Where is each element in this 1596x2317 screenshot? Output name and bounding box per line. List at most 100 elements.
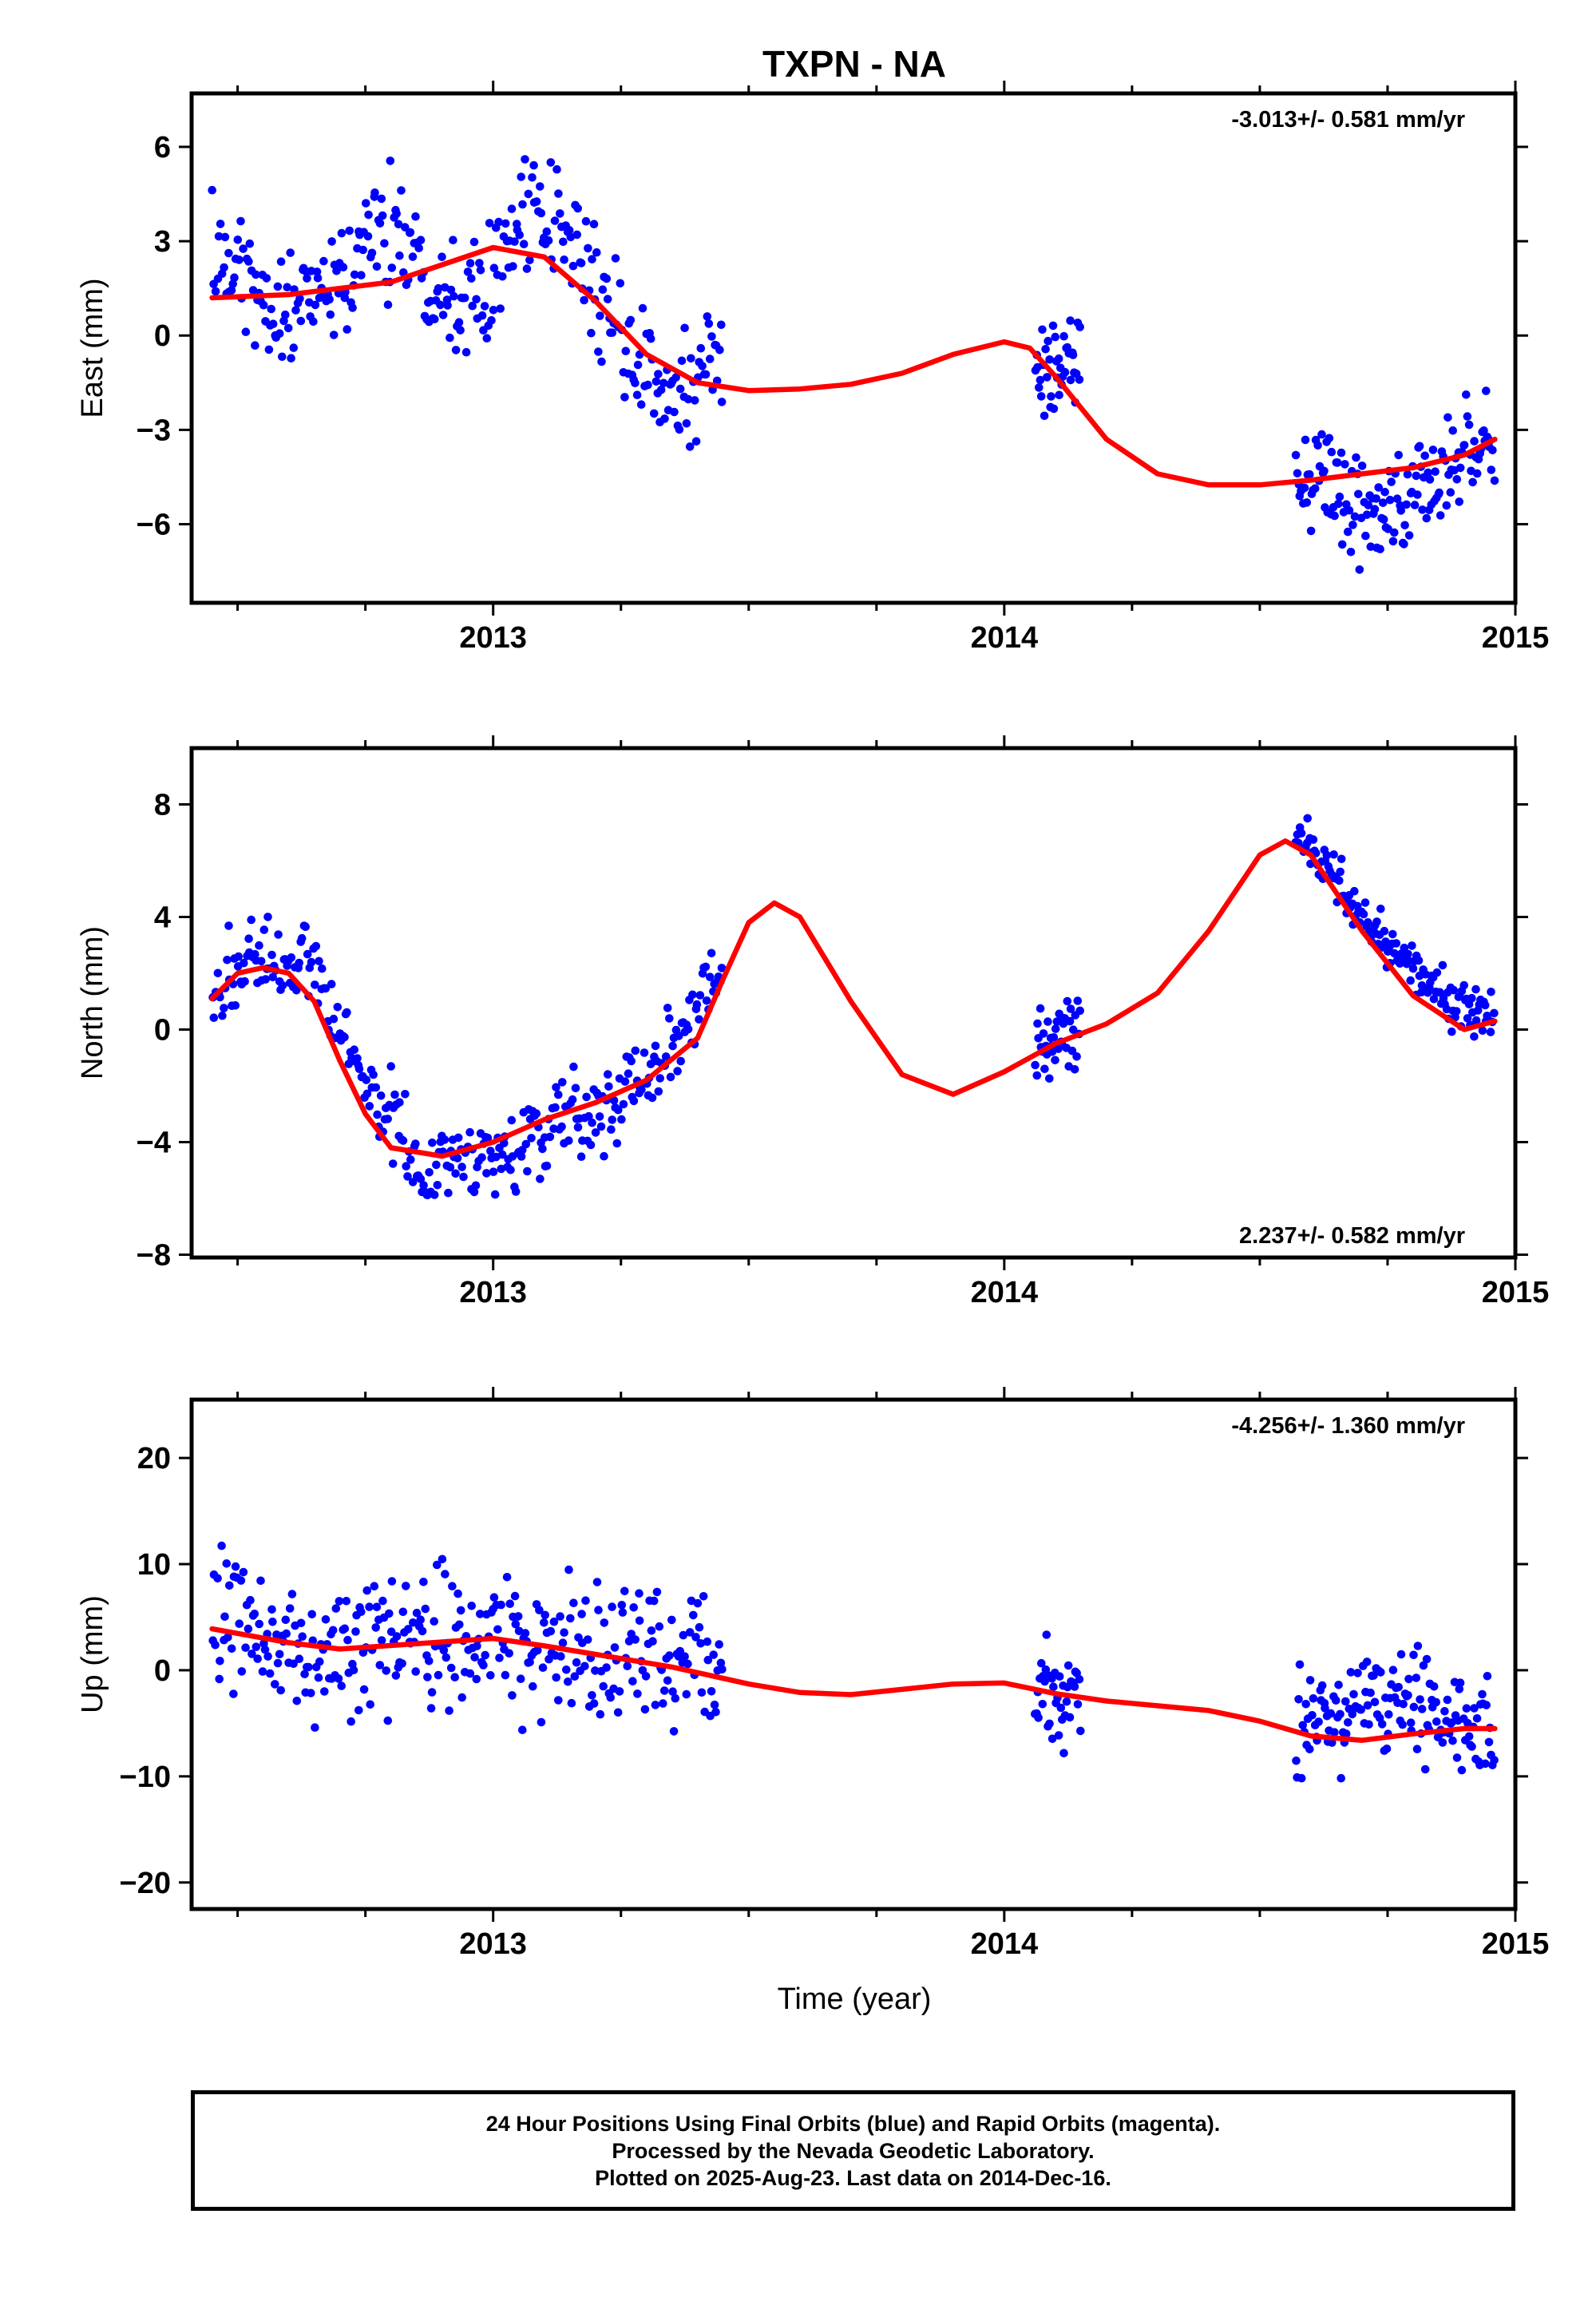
y-tick-label: −4 [137,1126,171,1159]
data-point [556,209,564,218]
data-point [411,1139,420,1148]
data-point [274,930,283,939]
data-point [1344,527,1352,537]
data-point [1326,1709,1336,1718]
data-point [281,310,290,319]
data-point [532,1109,541,1118]
data-point [554,189,563,198]
data-point [378,1596,387,1606]
data-point [289,343,299,352]
data-point [1404,1674,1413,1684]
data-point [517,1152,526,1161]
data-point [411,1667,420,1676]
data-point [256,1576,265,1586]
data-point [453,1154,462,1162]
data-point [704,319,714,328]
data-point [1464,1732,1474,1741]
data-point [1314,1717,1323,1726]
data-point [365,1102,374,1111]
data-point [222,1559,232,1568]
data-point [1341,1729,1351,1738]
data-point [1327,447,1337,457]
data-point [451,1169,460,1178]
data-point [1038,325,1047,335]
data-point [1297,829,1306,838]
footer-box: 24 Hour Positions Using Final Orbits (bl… [191,2090,1515,2211]
data-point [608,328,617,338]
data-point [416,236,426,245]
data-point [1417,981,1427,990]
fit-curve-up [209,1626,1498,1743]
data-point [608,1115,616,1124]
data-point [1412,471,1421,481]
data-point [283,283,292,292]
data-point [394,220,403,229]
data-point [282,1629,291,1638]
data-point [1070,1065,1079,1074]
y-tick-label: −6 [137,509,171,542]
data-point [430,1617,438,1626]
data-point [535,1606,544,1614]
data-point [591,1128,600,1137]
data-point [564,1677,572,1686]
data-point [573,204,582,213]
data-point [1357,461,1367,470]
data-point [337,1681,347,1690]
data-point [1372,494,1380,503]
data-point [494,217,503,227]
data-point [1406,976,1415,985]
data-point [244,934,253,943]
data-point [239,1567,248,1577]
x-tick-label: 2013 [459,1276,527,1309]
y-tick-label: 20 [137,1442,171,1475]
data-point [1462,390,1471,399]
data-point [373,1110,382,1119]
data-point [392,1632,402,1641]
data-point [1309,1694,1318,1703]
data-point [556,1612,564,1621]
data-point [691,437,701,446]
data-point [1075,375,1084,384]
data-point [620,1077,630,1086]
data-point [666,1072,675,1082]
data-point [651,377,661,386]
data-point [552,164,561,174]
data-point [1463,412,1472,421]
data-point [333,1003,343,1012]
data-point [1422,513,1432,523]
x-tick-label: 2014 [971,1927,1039,1961]
data-point [1399,1700,1408,1709]
data-point [446,285,456,295]
data-point [247,915,256,925]
data-point [717,398,727,406]
data-point [1486,1028,1495,1036]
data-point [656,386,666,394]
data-point [482,1169,491,1178]
data-point [300,1669,309,1679]
data-point [1380,926,1389,936]
y-tick-label: 0 [154,1654,171,1688]
data-point [576,259,586,267]
data-point [1418,505,1427,514]
fit-curve-north [209,838,1498,1159]
data-point [701,370,711,379]
data-point [236,216,245,226]
data-point [235,255,244,264]
data-point [1359,909,1368,919]
data-point [325,295,334,304]
data-point [1063,1661,1073,1670]
rate-annotation-north: 2.237+/- 0.582 mm/yr [1239,1223,1465,1249]
data-point [278,352,287,362]
data-point [285,1604,295,1613]
data-point [241,327,251,337]
data-point [600,1151,608,1161]
data-point [465,1127,474,1137]
data-point [220,232,230,242]
x-tick-label: 2014 [971,1276,1039,1309]
data-point [1472,469,1482,478]
data-point [1356,1705,1365,1714]
data-point [403,1172,412,1181]
data-point [621,347,631,356]
data-point [372,262,382,271]
data-point [278,981,287,990]
